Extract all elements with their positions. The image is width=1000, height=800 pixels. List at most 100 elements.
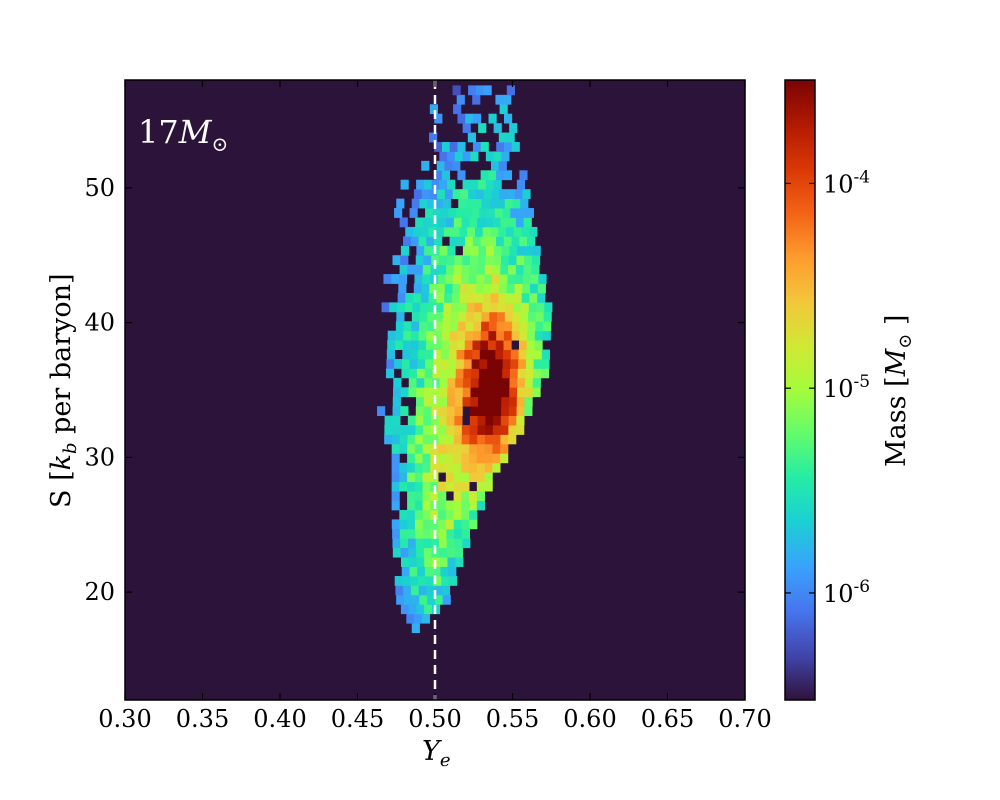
heatmap-cell bbox=[500, 443, 509, 454]
heatmap-cell bbox=[505, 226, 515, 237]
heatmap-cell bbox=[457, 321, 467, 332]
heatmap-cell bbox=[517, 368, 526, 379]
heatmap-cell bbox=[475, 283, 484, 294]
heatmap-cell bbox=[422, 462, 431, 473]
heatmap-cell bbox=[508, 264, 517, 275]
heatmap-cell bbox=[443, 226, 453, 237]
heatmap-cell bbox=[392, 406, 401, 417]
heatmap-cell bbox=[469, 519, 478, 530]
heatmap-cell bbox=[414, 453, 423, 464]
heatmap-cell bbox=[466, 302, 475, 313]
heatmap-cell bbox=[408, 557, 417, 567]
heatmap-cell bbox=[414, 500, 423, 511]
heatmap-cell bbox=[408, 604, 417, 615]
heatmap-cell bbox=[440, 359, 449, 369]
heatmap-cell bbox=[432, 566, 441, 577]
heatmap-cell bbox=[407, 509, 416, 520]
heatmap-cell bbox=[519, 330, 528, 341]
heatmap-cell bbox=[411, 623, 420, 634]
heatmap-cell bbox=[533, 359, 542, 369]
heatmap-cell bbox=[459, 292, 468, 303]
heatmap-cell bbox=[449, 142, 458, 152]
colorbar-label: Mass [M⊙ ] bbox=[881, 315, 916, 467]
heatmap-cell bbox=[469, 264, 478, 275]
heatmap-cell bbox=[410, 576, 419, 586]
heatmap-cell bbox=[462, 151, 471, 162]
heatmap-cell bbox=[466, 198, 475, 209]
heatmap-cell bbox=[439, 387, 448, 398]
x-tick-label: 0.50 bbox=[408, 705, 461, 733]
heatmap-cell bbox=[516, 255, 525, 266]
heatmap-cell bbox=[420, 226, 429, 237]
heatmap-cell bbox=[415, 434, 424, 445]
heatmap-cell bbox=[448, 359, 457, 369]
heatmap-cell bbox=[392, 538, 401, 549]
heatmap-cell bbox=[453, 264, 462, 275]
heatmap-cell bbox=[441, 349, 450, 360]
heatmap-cell bbox=[446, 425, 455, 435]
heatmap-cell bbox=[500, 255, 510, 266]
heatmap-cell bbox=[519, 340, 528, 350]
heatmap-cell bbox=[469, 491, 478, 501]
heatmap-cell bbox=[494, 368, 503, 379]
heatmap-cell bbox=[399, 462, 408, 473]
heatmap-cell bbox=[503, 330, 513, 341]
heatmap-cell bbox=[496, 142, 505, 152]
heatmap-cell bbox=[422, 491, 431, 501]
heatmap-cell bbox=[391, 481, 400, 492]
heatmap-cell bbox=[475, 189, 485, 200]
heatmap-cell bbox=[438, 415, 447, 426]
heatmap-cell bbox=[449, 236, 458, 247]
heatmap-cell bbox=[430, 434, 439, 445]
heatmap-cell bbox=[423, 255, 432, 266]
heatmap-cell bbox=[492, 462, 501, 473]
heatmap-cell bbox=[498, 132, 507, 143]
heatmap-cell bbox=[502, 368, 511, 379]
heatmap-cell bbox=[516, 387, 526, 398]
heatmap-cell bbox=[391, 491, 400, 501]
heatmap-cell bbox=[439, 151, 448, 162]
heatmap-cell bbox=[426, 585, 435, 596]
heatmap-cell bbox=[478, 387, 487, 398]
heatmap-cell bbox=[415, 217, 424, 228]
heatmap-cell bbox=[422, 500, 431, 511]
heatmap-cell bbox=[400, 179, 409, 190]
heatmap-cell bbox=[453, 519, 462, 530]
heatmap-cell bbox=[403, 321, 412, 332]
heatmap-cell bbox=[469, 415, 478, 426]
heatmap-cell bbox=[508, 425, 517, 435]
heatmap-cell bbox=[485, 415, 494, 426]
heatmap-cell bbox=[457, 330, 466, 341]
heatmap-cell bbox=[416, 396, 425, 407]
heatmap-cell bbox=[469, 443, 478, 454]
heatmap-cell bbox=[473, 198, 482, 209]
heatmap-cell bbox=[514, 283, 523, 294]
heatmap-cell bbox=[393, 377, 402, 388]
heatmap-cell bbox=[516, 179, 525, 190]
heatmap-cell bbox=[467, 226, 476, 237]
heatmap-cell bbox=[420, 292, 430, 303]
heatmap-cell bbox=[488, 340, 497, 350]
heatmap-cell bbox=[461, 491, 470, 501]
heatmap-cell bbox=[446, 264, 455, 275]
heatmap-cell bbox=[491, 283, 500, 294]
heatmap-cell bbox=[493, 415, 502, 426]
heatmap-cell bbox=[385, 368, 395, 379]
heatmap-cell bbox=[490, 226, 499, 237]
heatmap-cell bbox=[407, 538, 417, 549]
heatmap-cell bbox=[387, 340, 396, 350]
heatmap-cell bbox=[445, 472, 454, 483]
heatmap-cell bbox=[472, 340, 481, 350]
heatmap-cell bbox=[429, 283, 438, 294]
heatmap-cell bbox=[461, 425, 471, 435]
heatmap-cell bbox=[477, 217, 486, 228]
heatmap-cell bbox=[531, 264, 540, 275]
heatmap-cell bbox=[489, 302, 499, 313]
panel-label-number: 17 bbox=[138, 113, 179, 151]
heatmap-cell bbox=[533, 368, 542, 379]
heatmap-cell bbox=[401, 359, 411, 369]
heatmap-cell bbox=[431, 415, 440, 426]
heatmap-cell bbox=[467, 132, 476, 143]
heatmap-cell bbox=[447, 387, 456, 398]
y-axis-ticks: 20 30 40 50 bbox=[84, 174, 745, 606]
